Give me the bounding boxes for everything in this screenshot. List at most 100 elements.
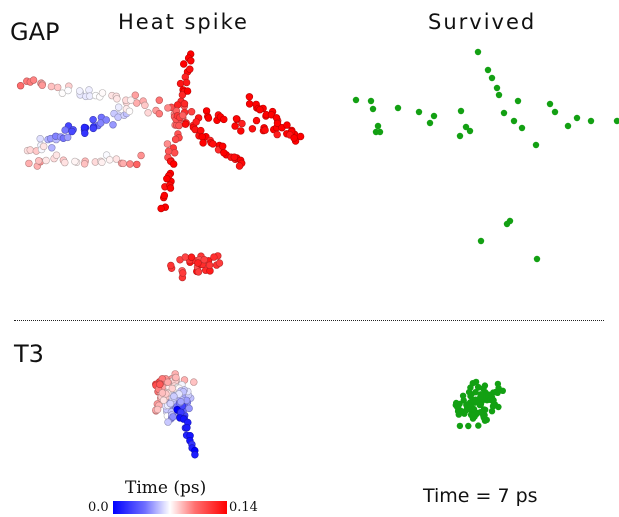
heat-spike-atom xyxy=(176,79,185,88)
heat-spike-atom xyxy=(144,109,152,117)
survived-t3-panel xyxy=(452,378,506,430)
heat-spike-atom xyxy=(171,149,179,157)
survived-atom xyxy=(510,117,518,125)
heat-spike-atom xyxy=(164,147,173,155)
heat-spike-atom xyxy=(172,373,180,382)
survived-atom xyxy=(495,91,503,99)
heat-spike-atom xyxy=(231,122,239,130)
heat-spike-atom xyxy=(36,135,44,143)
heat-spike-atom xyxy=(237,127,245,135)
heat-spike-atom xyxy=(174,101,182,109)
survived-atom xyxy=(488,74,496,82)
survived-atom xyxy=(454,408,462,415)
survived-atom xyxy=(532,141,540,149)
heat-spike-atom xyxy=(245,93,254,101)
heat-spike-atom xyxy=(194,268,203,276)
heat-spike-atom xyxy=(25,159,33,168)
heat-spike-atom xyxy=(164,418,172,426)
heat-spike-atom xyxy=(98,158,106,167)
heat-spike-atom xyxy=(181,253,190,261)
heat-spike-atom xyxy=(185,404,193,413)
heat-spike-atom xyxy=(61,158,69,167)
survived-atom xyxy=(426,119,434,127)
heat-spike-atom xyxy=(248,125,257,133)
heat-spike-atom xyxy=(170,392,178,400)
heat-spike-atom xyxy=(133,160,141,169)
survived-atom xyxy=(465,422,472,430)
heat-spike-atom xyxy=(155,109,164,118)
survived-atom xyxy=(474,383,482,391)
heat-spike-atom xyxy=(81,129,89,138)
survived-atom xyxy=(465,388,473,396)
heat-spike-atom xyxy=(158,389,167,397)
heat-spike-atom xyxy=(197,126,205,135)
survived-atom xyxy=(482,406,489,413)
heat-spike-atom xyxy=(98,89,107,97)
heat-spike-atom xyxy=(252,116,261,125)
heat-spike-atom xyxy=(53,83,62,92)
column-title-survived: Survived xyxy=(428,10,537,34)
row-divider xyxy=(14,320,604,321)
survived-atom xyxy=(457,107,465,115)
heat-spike-atom xyxy=(157,204,165,213)
survived-atom xyxy=(367,97,375,105)
heat-spike-atom xyxy=(177,398,185,406)
heat-spike-atom xyxy=(61,126,69,134)
heat-spike-t3-panel xyxy=(152,370,199,459)
survived-atom xyxy=(477,393,484,401)
survived-atom xyxy=(374,122,382,130)
heat-spike-atom xyxy=(181,120,190,128)
survived-atom xyxy=(470,405,478,413)
survived-atom xyxy=(488,408,496,415)
heat-spike-atom xyxy=(273,130,281,139)
heat-spike-atom xyxy=(153,405,162,414)
heat-spike-atom xyxy=(75,87,84,95)
survived-atom xyxy=(518,124,526,132)
heat-spike-atom xyxy=(89,115,97,124)
survived-atom xyxy=(456,132,464,140)
heat-spike-atom xyxy=(194,259,202,267)
heat-spike-atom xyxy=(170,160,178,168)
heat-spike-atom xyxy=(64,86,72,95)
heat-spike-atom xyxy=(209,140,217,148)
heat-spike-atom xyxy=(71,157,79,166)
heat-spike-atom xyxy=(112,155,121,163)
heat-spike-atom xyxy=(163,175,171,183)
survived-atom xyxy=(500,109,508,117)
heat-spike-atom xyxy=(80,160,89,168)
survived-atom xyxy=(503,220,511,228)
heat-spike-atom xyxy=(35,157,43,165)
survived-atom xyxy=(394,104,402,112)
heat-spike-atom xyxy=(230,153,239,161)
survived-atom xyxy=(469,412,476,419)
heat-spike-atom xyxy=(273,119,282,128)
survived-atom xyxy=(415,108,423,116)
survived-atom xyxy=(573,114,581,122)
heat-spike-atom xyxy=(198,133,206,141)
survived-atom xyxy=(430,112,438,120)
heat-spike-atom xyxy=(26,146,34,154)
heat-spike-atom xyxy=(256,105,264,114)
survived-atom xyxy=(462,123,470,131)
survived-atom xyxy=(484,66,492,74)
survived-atom xyxy=(533,255,541,263)
survived-atom xyxy=(352,96,360,104)
heat-spike-atom xyxy=(38,81,46,89)
heat-spike-atom xyxy=(175,121,183,130)
heat-spike-atom xyxy=(180,99,189,108)
heat-spike-atom xyxy=(199,139,207,147)
heat-spike-atom xyxy=(114,113,122,121)
heat-spike-atom xyxy=(179,269,187,277)
heat-spike-atom xyxy=(109,121,117,129)
heat-spike-atom xyxy=(200,256,208,264)
survived-atom xyxy=(466,127,474,135)
survived-atom xyxy=(475,422,482,429)
heat-spike-atom xyxy=(183,87,192,95)
heat-spike-atom xyxy=(42,156,50,165)
survived-atom xyxy=(472,389,479,396)
heat-spike-atom xyxy=(163,140,172,148)
heat-spike-atom xyxy=(126,160,134,168)
heat-spike-atom xyxy=(171,135,180,144)
heat-spike-atom xyxy=(16,81,25,90)
